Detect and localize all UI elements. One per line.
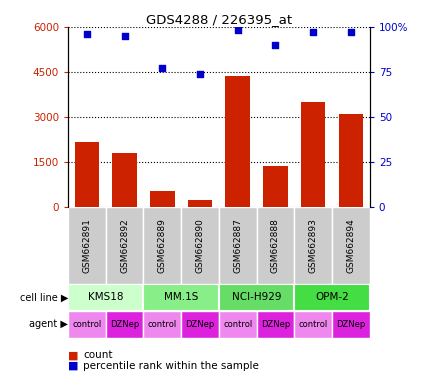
Text: control: control [298, 320, 328, 329]
Bar [112, 153, 137, 207]
Bar [294, 284, 370, 311]
Text: GSM662889: GSM662889 [158, 218, 167, 273]
Text: DZNep: DZNep [185, 320, 215, 329]
Text: GSM662892: GSM662892 [120, 218, 129, 273]
Text: DZNep: DZNep [110, 320, 139, 329]
Bar [188, 200, 212, 207]
Bar [332, 207, 370, 284]
Bar [219, 311, 257, 338]
Text: OPM-2: OPM-2 [315, 293, 349, 303]
Text: control: control [147, 320, 177, 329]
Bar [106, 311, 143, 338]
Point [159, 65, 166, 71]
Bar [143, 311, 181, 338]
Bar [263, 166, 288, 207]
Text: GSM662888: GSM662888 [271, 218, 280, 273]
Text: percentile rank within the sample: percentile rank within the sample [83, 361, 259, 371]
Point [310, 29, 317, 35]
Bar [75, 142, 99, 207]
Text: control: control [72, 320, 102, 329]
Bar [301, 102, 326, 207]
Point [348, 29, 354, 35]
Bar [143, 207, 181, 284]
Bar [226, 76, 250, 207]
Bar [68, 207, 106, 284]
Point [197, 71, 204, 77]
Text: GSM662894: GSM662894 [346, 218, 355, 273]
Text: DZNep: DZNep [261, 320, 290, 329]
Bar [181, 311, 219, 338]
Text: agent ▶: agent ▶ [29, 319, 68, 329]
Bar [68, 311, 106, 338]
Text: GSM662890: GSM662890 [196, 218, 204, 273]
Text: DZNep: DZNep [336, 320, 366, 329]
Bar [143, 284, 219, 311]
Text: ■: ■ [68, 350, 79, 360]
Point [272, 42, 279, 48]
Bar [106, 207, 143, 284]
Text: GSM662887: GSM662887 [233, 218, 242, 273]
Title: GDS4288 / 226395_at: GDS4288 / 226395_at [146, 13, 292, 26]
Text: KMS18: KMS18 [88, 293, 124, 303]
Bar [181, 207, 219, 284]
Bar [294, 311, 332, 338]
Point [121, 33, 128, 39]
Bar [257, 207, 294, 284]
Text: MM.1S: MM.1S [164, 293, 198, 303]
Text: ■: ■ [68, 361, 79, 371]
Bar [339, 114, 363, 207]
Bar [219, 284, 294, 311]
Text: count: count [83, 350, 112, 360]
Text: control: control [223, 320, 252, 329]
Text: GSM662893: GSM662893 [309, 218, 317, 273]
Bar [68, 284, 143, 311]
Text: GSM662891: GSM662891 [82, 218, 91, 273]
Bar [257, 311, 294, 338]
Point [234, 27, 241, 33]
Bar [332, 311, 370, 338]
Bar [219, 207, 257, 284]
Text: NCI-H929: NCI-H929 [232, 293, 281, 303]
Point [83, 31, 90, 37]
Text: cell line ▶: cell line ▶ [20, 293, 68, 303]
Bar [150, 191, 175, 207]
Bar [294, 207, 332, 284]
